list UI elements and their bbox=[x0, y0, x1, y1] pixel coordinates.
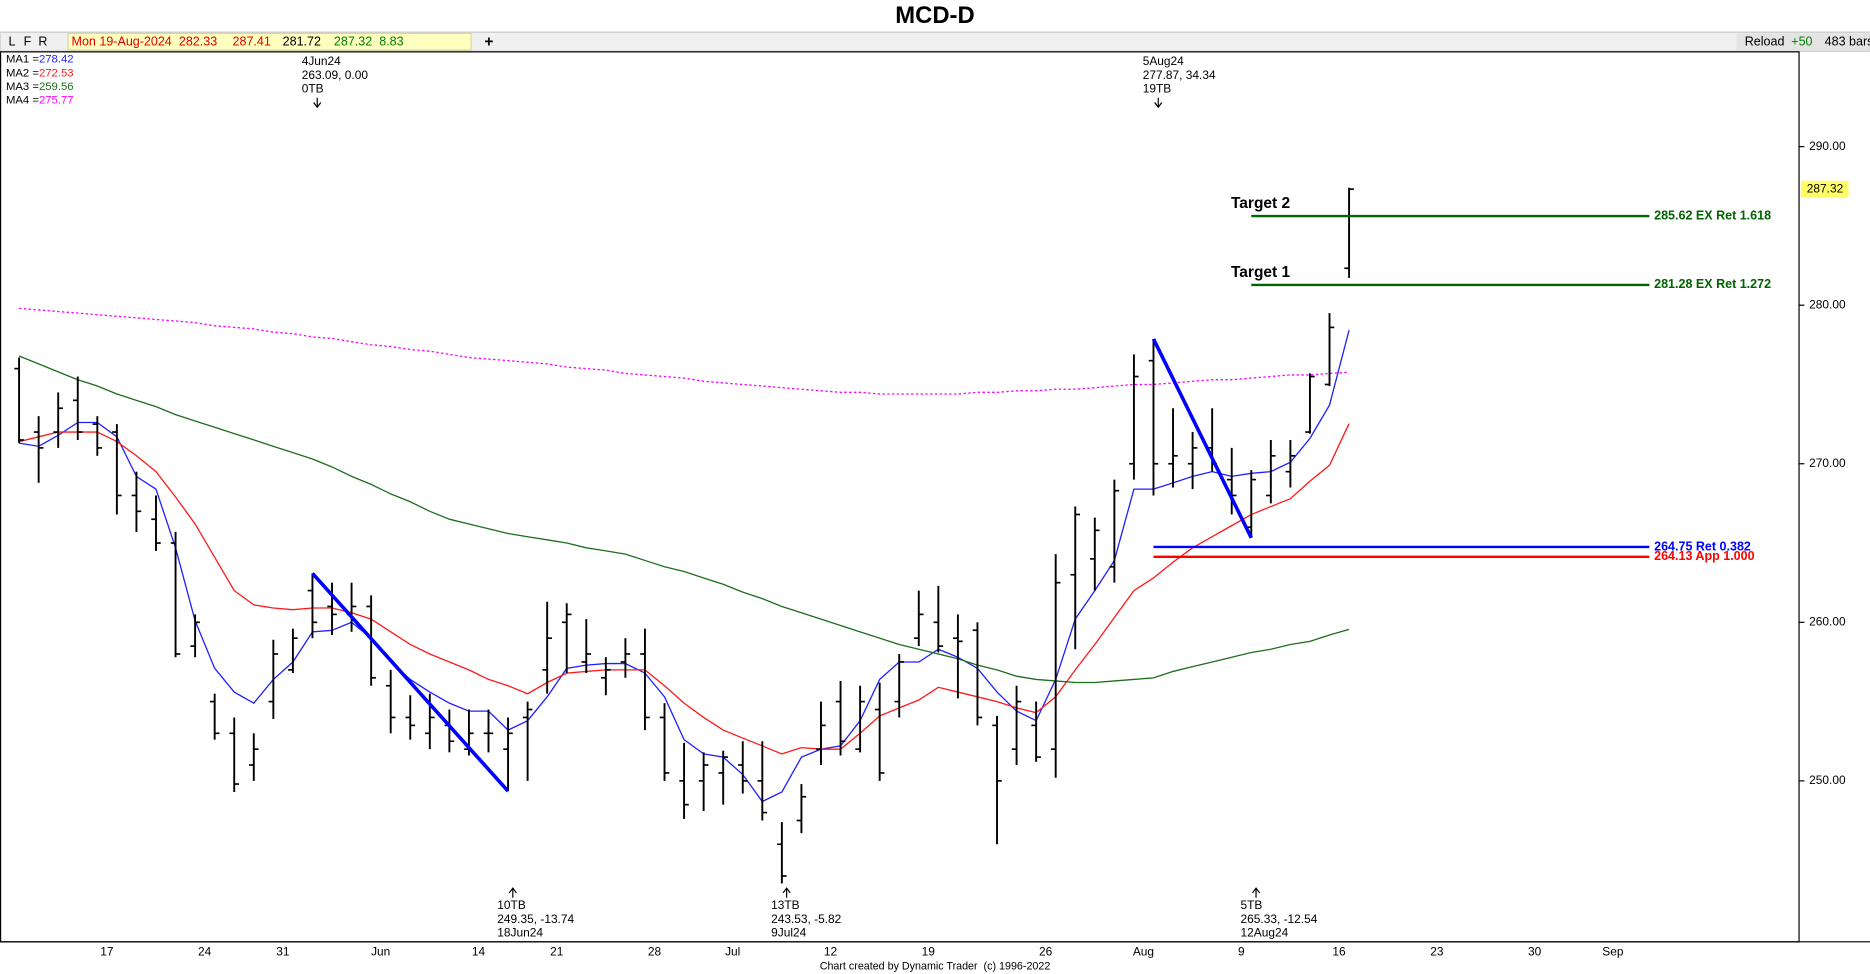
annotation-label: 263.09, 0.00 bbox=[302, 68, 369, 82]
annotation-count: 5TB bbox=[1241, 898, 1263, 912]
annotation-count: 10TB bbox=[497, 898, 526, 912]
y-tick-label: 290.00 bbox=[1809, 139, 1846, 153]
button[interactable] bbox=[35, 33, 51, 51]
annotation-label: 277.87, 34.34 bbox=[1143, 68, 1216, 82]
quote-change: 8.83 bbox=[379, 35, 403, 49]
x-tick-label: 24 bbox=[198, 945, 212, 959]
button-label[interactable]: L bbox=[8, 35, 15, 49]
legend-name: MA1 = bbox=[6, 54, 39, 66]
button[interactable] bbox=[20, 33, 35, 51]
x-tick-label: 31 bbox=[276, 945, 290, 959]
annotation-arrow bbox=[1154, 97, 1163, 109]
swing-line bbox=[311, 572, 510, 793]
plot: 250.00 260.00 270.00 280.00 290.00 17 24 31 Jun 1… bbox=[6, 54, 1849, 959]
x-tick-label: 12 bbox=[824, 945, 838, 959]
legend-name: MA4 = bbox=[6, 95, 39, 107]
legend-entry: MA1 =278.42 bbox=[6, 54, 74, 66]
ma-line bbox=[18, 355, 1350, 684]
level-label: 281.28 EX Ret 1.272 bbox=[1654, 277, 1771, 291]
annotation-label: 243.53, -5.82 bbox=[771, 912, 842, 926]
quote-box bbox=[67, 32, 472, 51]
annotation-date: 9Jul24 bbox=[771, 926, 806, 940]
x-tick-label: 14 bbox=[472, 945, 486, 959]
legend-entry: MA4 =275.77 bbox=[6, 95, 74, 107]
annotation-arrow bbox=[1251, 887, 1261, 898]
quote-open: 282.33 bbox=[179, 35, 217, 49]
button[interactable] bbox=[4, 33, 20, 51]
annotation-label: 265.33, -12.54 bbox=[1241, 912, 1318, 926]
last-price: 287.32 bbox=[1807, 181, 1844, 195]
annotation-count: 19TB bbox=[1143, 82, 1172, 96]
x-tick-label: 9 bbox=[1238, 945, 1245, 959]
annotation-date: 4Jun24 bbox=[302, 54, 341, 68]
ma-line bbox=[18, 330, 1350, 803]
footer: Chart created by Dynamic Trader (c) 1996… bbox=[820, 961, 1051, 973]
level-label: 285.62 EX Ret 1.618 bbox=[1654, 208, 1771, 222]
y-tick-label: 250.00 bbox=[1809, 773, 1846, 787]
annotation-arrow bbox=[313, 97, 322, 109]
quote-date: Mon 19-Aug-2024 bbox=[72, 35, 172, 49]
level-label: 264.75 Ret 0.382 bbox=[1654, 539, 1751, 553]
annotation-arrow bbox=[508, 887, 517, 898]
reload-step[interactable]: +50 bbox=[1791, 35, 1812, 49]
legend-value: 275.77 bbox=[39, 95, 74, 107]
legend-entry: MA3 =259.56 bbox=[6, 81, 74, 93]
legend-value: 278.42 bbox=[39, 54, 74, 66]
level-label: 264.13 App 1.000 bbox=[1654, 549, 1754, 563]
x-tick-label: Jul bbox=[725, 945, 740, 959]
y-tick-label: 270.00 bbox=[1809, 456, 1846, 470]
level-tag: Target 2 bbox=[1231, 195, 1290, 212]
quote-close: 287.32 bbox=[334, 35, 372, 49]
reload-button[interactable]: Reload bbox=[1745, 35, 1785, 49]
legend-name: MA3 = bbox=[6, 81, 39, 93]
x-tick-label: 30 bbox=[1528, 945, 1542, 959]
x-tick-label: 19 bbox=[922, 945, 936, 959]
bar-count: 483 bars bbox=[1825, 35, 1870, 49]
legend-name: MA2 = bbox=[6, 67, 39, 79]
x-tick-label: 16 bbox=[1332, 945, 1346, 959]
x-tick-label: Sep bbox=[1602, 945, 1624, 959]
y-tick-label: 260.00 bbox=[1809, 614, 1846, 628]
swing-line bbox=[1151, 338, 1253, 539]
annotation-count: 13TB bbox=[771, 898, 800, 912]
last-price-box bbox=[1800, 180, 1849, 198]
x-tick-label: 28 bbox=[648, 945, 662, 959]
annotation-date: 5Aug24 bbox=[1143, 54, 1184, 68]
legend-value: 272.53 bbox=[39, 67, 74, 79]
reload-panel bbox=[1736, 33, 1869, 51]
legend-value: 259.56 bbox=[39, 81, 74, 93]
ma-line bbox=[19, 307, 1350, 395]
legend-entry: MA2 =272.53 bbox=[6, 67, 74, 79]
add-button[interactable]: + bbox=[484, 33, 493, 50]
ma-line bbox=[18, 423, 1350, 755]
x-tick-label: 26 bbox=[1039, 945, 1053, 959]
level-tag: Target 1 bbox=[1231, 264, 1291, 281]
y-tick-label: 280.00 bbox=[1809, 297, 1846, 311]
quote-high: 287.41 bbox=[233, 35, 271, 49]
x-tick-label: 23 bbox=[1430, 945, 1444, 959]
x-tick-label: Jun bbox=[371, 945, 390, 959]
annotation-date: 12Aug24 bbox=[1241, 926, 1289, 940]
annotation-count: 0TB bbox=[302, 82, 324, 96]
x-tick-label: 21 bbox=[550, 945, 564, 959]
quote-low: 281.72 bbox=[283, 35, 321, 49]
x-tick-label: Aug bbox=[1133, 945, 1154, 959]
chart-title: MCD-D bbox=[895, 2, 974, 29]
button-label[interactable]: R bbox=[38, 35, 47, 49]
annotation-date: 18Jun24 bbox=[497, 926, 543, 940]
button-label[interactable]: F bbox=[24, 35, 32, 49]
x-tick-label: 17 bbox=[100, 945, 114, 959]
annotation-label: 249.35, -13.74 bbox=[497, 912, 574, 926]
annotation-arrow bbox=[782, 887, 791, 898]
